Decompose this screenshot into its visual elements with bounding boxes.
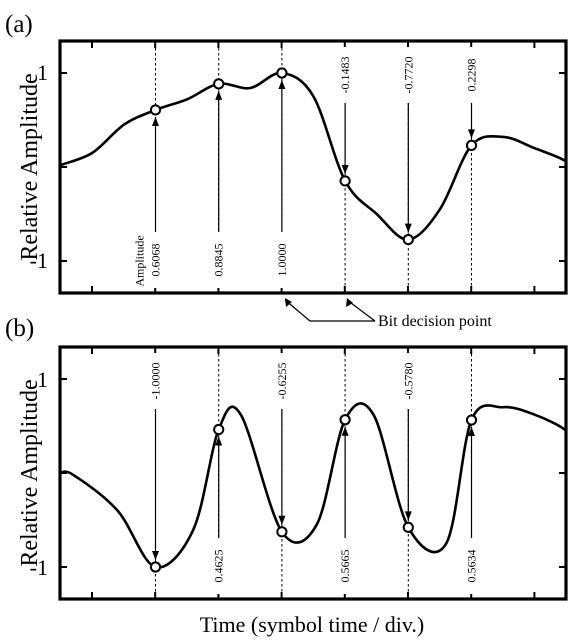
bit-point-marker-a [402,233,414,246]
data-label-bg-b [463,538,480,594]
bit-decision-label: Bit decision point [378,313,492,330]
data-label-b: 0.5634 [465,550,479,583]
data-label-a: -0.1483 [338,57,352,94]
data-label-b: -0.6255 [275,363,289,400]
data-label-a: 0.6068 [149,244,163,277]
bit-point-marker-b [276,526,288,538]
data-arrowhead-b [278,515,286,525]
bit-point-marker-b [402,521,414,533]
data-arrowhead-b [404,511,412,521]
data-arrowhead-a [278,80,286,89]
bit-point-marker-a [339,175,351,187]
data-arrowhead-a [215,90,223,100]
panel-label-a: (a) [5,11,33,38]
data-label-b: -1.0000 [149,363,163,400]
panel-a: (a) Relative Amplitude 1 -1 0.6068Amplit… [5,11,568,295]
data-arrowhead-a [404,223,412,233]
data-arrowhead-b [341,426,349,436]
signal-curve-a [60,71,566,241]
data-label-bg-a [273,232,290,288]
bit-decision-annotation: Bit decision point [284,298,492,330]
y-tick-label-a-1: 1 [37,60,48,85]
annotation-leader-1 [284,299,375,322]
bit-point-marker-a [213,78,225,90]
panel-label-b: (b) [5,315,34,342]
bit-point-marker-a [276,67,288,79]
bit-point-marker-a [465,139,478,151]
amplitude-label: Amplitude [133,235,147,286]
y-tick-label-b-1: 1 [37,367,48,392]
data-label-b: 0.5665 [338,550,352,583]
data-label-bg-b [337,538,354,594]
panel-b: (b) Relative Amplitude 1 -1 -1.0000 0.462… [5,315,568,601]
annotation-arrowhead-2 [346,298,353,307]
data-label-b: -0.5780 [401,363,415,400]
plot-frame-b [58,345,568,601]
data-arrowhead-b [215,436,223,446]
data-arrowhead-b [152,551,159,560]
data-label-bg-b [147,353,164,409]
data-label-a: 0.2298 [465,59,479,92]
data-label-a: 0.8845 [212,244,226,277]
y-tick-label-b-minus1: -1 [30,555,48,580]
data-label-a: -0.7720 [401,57,415,94]
data-label-bg-b [210,538,227,594]
annotation-arrowhead-1 [285,298,292,307]
data-label-bg-a [400,47,417,103]
y-axis-label-b: Relative Amplitude [17,379,43,566]
data-label-b: 0.4625 [212,550,226,583]
data-arrowhead-b [468,427,475,437]
data-label-bg-b [273,353,290,409]
bit-point-marker-a [149,104,162,116]
amplitude-label-bg [131,235,148,291]
y-axis-label-a: Relative Amplitude [17,73,43,260]
data-label-bg-a [337,47,354,103]
plot-frame-a [58,39,568,295]
bit-point-marker-b [465,414,478,426]
bit-point-marker-b [339,414,351,426]
data-arrowhead-a [468,129,475,139]
data-label-bg-b [400,353,417,409]
data-arrowhead-a [152,116,159,126]
data-label-bg-a [463,47,480,103]
bit-point-marker-b [213,423,225,436]
signal-curve-b [60,402,566,569]
data-arrowhead-a [341,164,349,174]
plot-area-b: -1.0000 0.4625 -0.6255 0.5665 -0.5780 0.5634 [60,347,566,599]
data-label-bg-a [147,232,164,288]
data-label-bg-a [210,232,227,288]
bit-point-marker-b [149,561,162,573]
x-axis-label: Time (symbol time / div.) [200,612,425,637]
data-label-a: 1.0000 [275,244,289,277]
y-tick-label-a-minus1: -1 [30,248,48,273]
